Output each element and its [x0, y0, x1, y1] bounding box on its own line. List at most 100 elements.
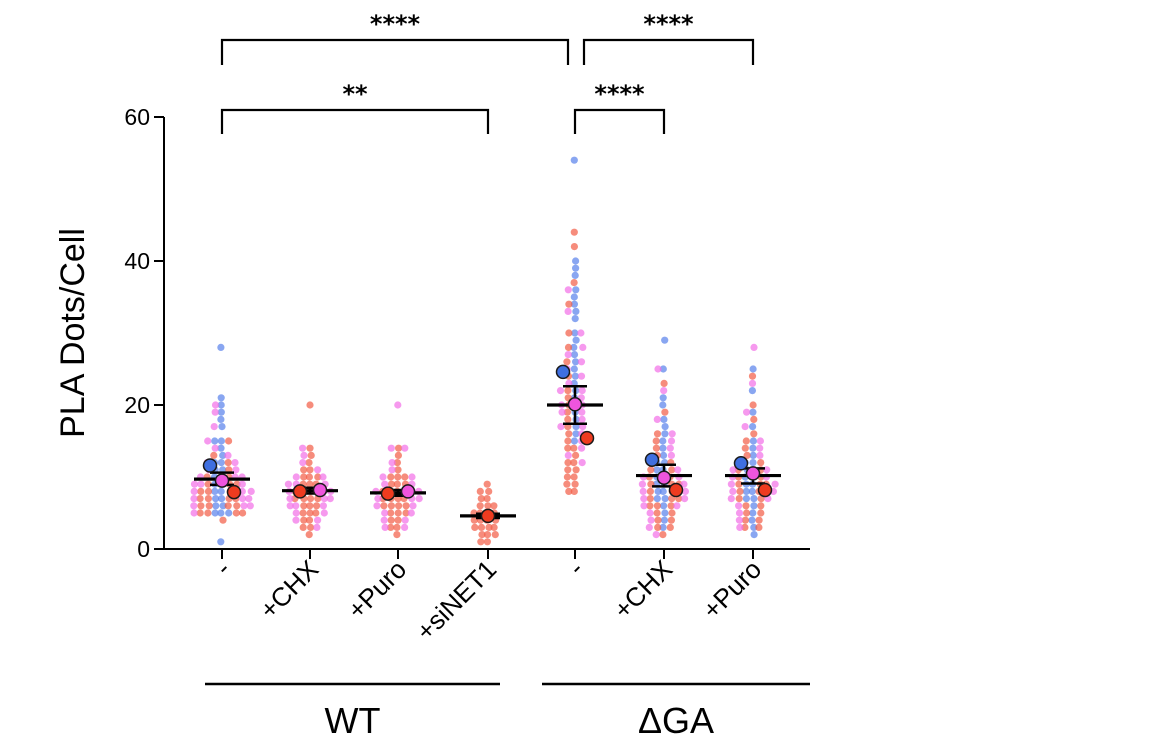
data-point-red	[305, 459, 313, 467]
data-point-red	[471, 523, 479, 532]
data-point-pink	[299, 459, 307, 467]
y-tick-label: 60	[124, 104, 150, 130]
significance-brackets: **** ****** ****	[220, 10, 755, 134]
data-point-red	[564, 466, 572, 474]
data-point-red	[205, 502, 213, 510]
data-point-pink	[380, 516, 388, 524]
data-point-blue	[217, 415, 225, 423]
data-point-red	[757, 502, 765, 510]
data-point-pink	[388, 459, 396, 467]
data-point-red	[668, 466, 676, 474]
significance-bracket	[220, 108, 490, 134]
data-point-red	[565, 487, 573, 495]
data-point-pink	[556, 387, 565, 395]
data-point-pink	[401, 523, 409, 532]
data-point-blue	[659, 437, 667, 445]
data-point-red	[196, 509, 204, 517]
data-point-blue	[661, 336, 669, 344]
data-point-pink	[640, 502, 648, 510]
data-point-red	[196, 495, 204, 503]
data-point-blue	[217, 444, 225, 452]
data-point-pink	[197, 480, 205, 488]
data-point-pink	[743, 408, 751, 416]
data-point-red	[299, 509, 307, 517]
data-point-blue	[217, 538, 225, 546]
data-point-blue	[570, 343, 578, 351]
data-point-red	[299, 523, 307, 532]
data-point-pink	[640, 495, 648, 503]
data-point-red	[755, 516, 763, 524]
data-point-blue	[217, 343, 225, 351]
data-point-blue	[571, 271, 579, 279]
data-point-pink	[681, 487, 690, 495]
data-point-blue	[571, 329, 579, 337]
data-point-blue	[742, 495, 751, 503]
data-point-red	[402, 509, 410, 517]
data-point-pink	[771, 480, 779, 488]
data-point-red	[197, 487, 205, 495]
replicate-mean-pink	[745, 466, 761, 481]
data-point-pink	[314, 516, 322, 524]
data-point-pink	[211, 408, 219, 416]
data-point-blue	[225, 509, 233, 517]
data-point-pink	[210, 423, 218, 431]
data-point-blue	[749, 423, 757, 431]
y-tick-label: 20	[124, 392, 150, 418]
data-point-red	[478, 531, 486, 539]
replicate-mean-pink	[214, 473, 230, 488]
data-point-red	[571, 480, 579, 488]
data-point-pink	[299, 444, 307, 452]
data-point-red	[197, 502, 205, 510]
data-point-red	[307, 451, 315, 459]
data-point-pink	[645, 523, 653, 532]
data-point-red	[233, 502, 241, 510]
data-point-pink	[666, 444, 674, 452]
replicate-mean-blue	[644, 452, 660, 467]
replicate-mean-blue	[202, 458, 218, 473]
data-point-pink	[735, 502, 743, 510]
data-point-pink	[415, 495, 423, 503]
data-point-pink	[558, 408, 566, 416]
data-point-pink	[211, 444, 219, 452]
data-point-red	[654, 516, 662, 524]
data-point-red	[755, 523, 763, 532]
data-point-red	[393, 523, 401, 532]
data-point-pink	[319, 502, 327, 510]
data-point-red	[653, 430, 662, 438]
data-point-red	[570, 444, 578, 452]
data-point-blue	[659, 401, 667, 409]
data-point-red	[402, 502, 410, 510]
data-point-red	[395, 502, 403, 510]
data-point-pink	[190, 509, 198, 517]
data-point-red	[393, 531, 401, 539]
data-point-red	[219, 516, 227, 524]
significance-stars: ****	[370, 10, 421, 38]
data-point-red	[239, 509, 247, 517]
data-point-blue	[571, 372, 580, 380]
data-point-red	[563, 480, 571, 488]
data-point-red	[210, 451, 218, 459]
data-point-red	[661, 408, 669, 416]
data-point-pink	[729, 466, 737, 474]
data-point-blue	[661, 509, 669, 517]
data-point-blue	[659, 523, 667, 532]
data-point-blue	[659, 365, 667, 373]
data-point-red	[307, 523, 315, 532]
data-point-red	[393, 459, 401, 467]
data-point-red	[491, 531, 499, 539]
replicate-mean-red	[579, 430, 595, 446]
data-point-red	[736, 487, 744, 495]
data-point-red	[490, 523, 498, 532]
data-point-blue	[750, 531, 758, 539]
data-point-red	[757, 459, 765, 467]
data-point-red	[387, 516, 395, 524]
data-point-pink	[286, 495, 294, 503]
data-point-red	[380, 502, 388, 510]
data-point-blue	[749, 365, 757, 373]
data-point-pink	[681, 495, 689, 503]
data-point-red	[646, 495, 654, 503]
data-point-pink	[407, 509, 415, 517]
data-point-pink	[729, 487, 737, 495]
data-point-red	[394, 516, 402, 524]
data-point-red	[563, 408, 572, 416]
